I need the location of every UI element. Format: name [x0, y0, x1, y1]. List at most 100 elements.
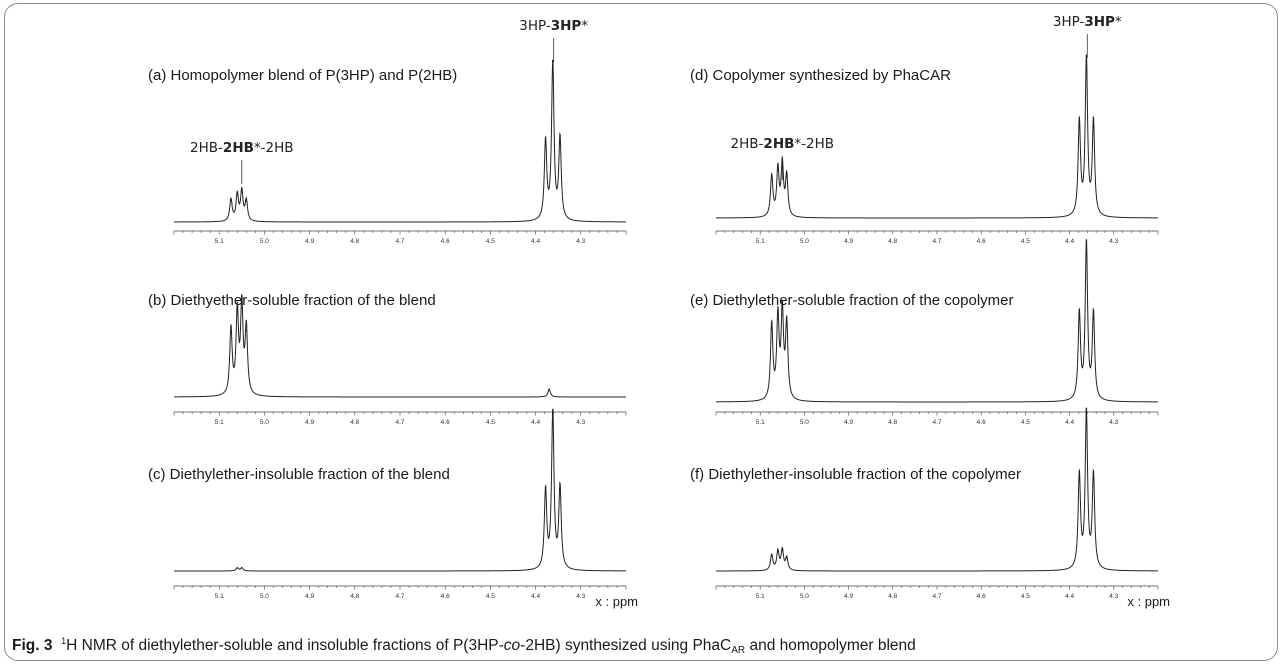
tick-label-a-5: 4.6 [441, 238, 450, 245]
peak-f-0 [771, 554, 773, 556]
panel-title-b: (b) Diethyether-soluble fraction of the … [148, 292, 436, 309]
tick-label-b-0: 5.1 [215, 419, 224, 426]
peak-b-1 [236, 314, 238, 316]
peak-e-0 [771, 325, 773, 327]
tick-label-b-4: 4.7 [395, 419, 404, 426]
tick-label-e-7: 4.4 [1065, 419, 1074, 426]
peak-e-5 [1085, 243, 1087, 245]
tick-label-a-4: 4.7 [395, 238, 404, 245]
x-axis-label-f: x : ppm [1127, 594, 1170, 609]
peak-a-6 [559, 139, 561, 141]
tick-label-d-0: 5.1 [756, 238, 765, 245]
caption-sup: 1 [61, 636, 67, 646]
tick-label-d-6: 4.5 [1021, 238, 1030, 245]
spectrum-panel-e: (e) Diethylether-soluble fraction of the… [690, 239, 1159, 426]
tick-label-d-2: 4.9 [844, 238, 853, 245]
tick-label-c-6: 4.5 [486, 593, 495, 600]
peak-b-0 [230, 330, 232, 332]
peak-e-2 [781, 314, 783, 316]
peak-f-2 [781, 549, 783, 552]
peak-f-1 [777, 551, 779, 553]
tick-label-d-3: 4.8 [888, 238, 897, 245]
peak-d-0 [771, 176, 773, 178]
tick-label-a-7: 4.4 [531, 238, 540, 245]
tick-label-f-2: 4.9 [844, 593, 853, 600]
panel-title-d: (d) Copolymer synthesized by PhaCAR [690, 67, 951, 84]
panel-title-c: (c) Diethylether-insoluble fraction of t… [148, 466, 450, 483]
tick-label-b-5: 4.6 [441, 419, 450, 426]
peak-c-0 [236, 567, 238, 569]
peak-d-1 [777, 170, 779, 172]
tick-label-e-4: 4.7 [932, 419, 941, 426]
peak-f-3 [786, 557, 788, 559]
tick-label-a-6: 4.5 [486, 238, 495, 245]
tick-label-e-6: 4.5 [1021, 419, 1030, 426]
peak-e-3 [786, 325, 788, 327]
peak-f-6 [1092, 475, 1095, 477]
peak-annotation-d-0: 2HB-2HB*-2HB [731, 136, 834, 152]
tick-label-c-3: 4.8 [350, 593, 359, 600]
spectrum-line-d [716, 54, 1158, 219]
tick-label-d-1: 5.0 [800, 238, 809, 245]
figure-caption: Fig. 3 1H NMR of diethylether-soluble an… [12, 636, 916, 656]
peak-a-1 [236, 194, 238, 196]
peak-c-1 [241, 567, 243, 569]
tick-label-f-3: 4.8 [888, 593, 897, 600]
caption-label: Fig. 3 [12, 637, 53, 654]
tick-label-c-7: 4.4 [531, 593, 540, 600]
tick-label-d-4: 4.7 [932, 238, 941, 245]
panel-title-e: (e) Diethylether-soluble fraction of the… [690, 292, 1013, 309]
tick-label-e-1: 5.0 [800, 419, 809, 426]
peak-f-5 [1085, 412, 1087, 414]
tick-label-e-2: 4.9 [844, 419, 853, 426]
tick-label-b-1: 5.0 [260, 419, 269, 426]
tick-label-e-5: 4.6 [977, 419, 986, 426]
peak-a-4 [544, 142, 547, 144]
caption-italic: co [503, 637, 521, 654]
peak-e-4 [1078, 314, 1080, 316]
spectrum-panel-c: (c) Diethylether-insoluble fraction of t… [148, 408, 638, 609]
x-axis-label-c: x : ppm [595, 594, 638, 609]
tick-label-c-2: 4.9 [305, 593, 314, 600]
tick-label-d-8: 4.3 [1109, 238, 1118, 245]
peak-annotation-d-1: 3HP-3HP* [1053, 14, 1122, 30]
spectrum-panel-f: (f) Diethylether-insoluble fraction of t… [690, 407, 1170, 609]
spectrum-line-e [716, 239, 1158, 403]
tick-label-e-0: 5.1 [756, 419, 765, 426]
caption-text-c: and homopolymer blend [745, 637, 916, 654]
tick-label-e-3: 4.8 [888, 419, 897, 426]
tick-label-d-5: 4.6 [977, 238, 986, 245]
nmr-figure: (a) Homopolymer blend of P(3HP) and P(2H… [148, 14, 1170, 609]
tick-label-f-4: 4.7 [932, 593, 941, 600]
caption-text-a: H NMR of diethylether-soluble and insolu… [66, 637, 504, 654]
figure-frame [4, 3, 1278, 661]
tick-label-c-1: 5.0 [260, 593, 269, 600]
tick-label-f-5: 4.6 [977, 593, 986, 600]
caption-text-b: -2HB) synthesized using PhaC [520, 637, 732, 654]
tick-label-b-8: 4.3 [576, 419, 585, 426]
peak-d-6 [1092, 122, 1095, 124]
spectrum-panel-a: (a) Homopolymer blend of P(3HP) and P(2H… [148, 18, 627, 245]
peak-a-0 [230, 199, 232, 201]
tick-label-c-8: 4.3 [576, 593, 585, 600]
tick-label-f-1: 5.0 [800, 593, 809, 600]
peak-b-4 [548, 388, 550, 390]
peak-e-6 [1092, 314, 1095, 316]
peak-a-2 [241, 191, 243, 193]
peak-c-2 [544, 491, 547, 493]
peak-annotation-a-0: 2HB-2HB*-2HB [190, 140, 293, 156]
peak-d-5 [1085, 59, 1087, 61]
tick-label-b-2: 4.9 [305, 419, 314, 426]
tick-label-c-4: 4.7 [395, 593, 404, 600]
peak-annotation-a-1: 3HP-3HP* [519, 18, 588, 34]
peak-b-2 [241, 307, 243, 310]
tick-label-d-7: 4.4 [1065, 238, 1074, 245]
peak-c-4 [559, 488, 561, 490]
peak-e-1 [777, 319, 779, 321]
peak-f-4 [1078, 475, 1080, 477]
peak-c-3 [552, 412, 554, 414]
tick-label-a-8: 4.3 [576, 238, 585, 245]
tick-label-a-3: 4.8 [350, 238, 359, 245]
peak-a-5 [552, 63, 554, 65]
tick-label-b-6: 4.5 [486, 419, 495, 426]
